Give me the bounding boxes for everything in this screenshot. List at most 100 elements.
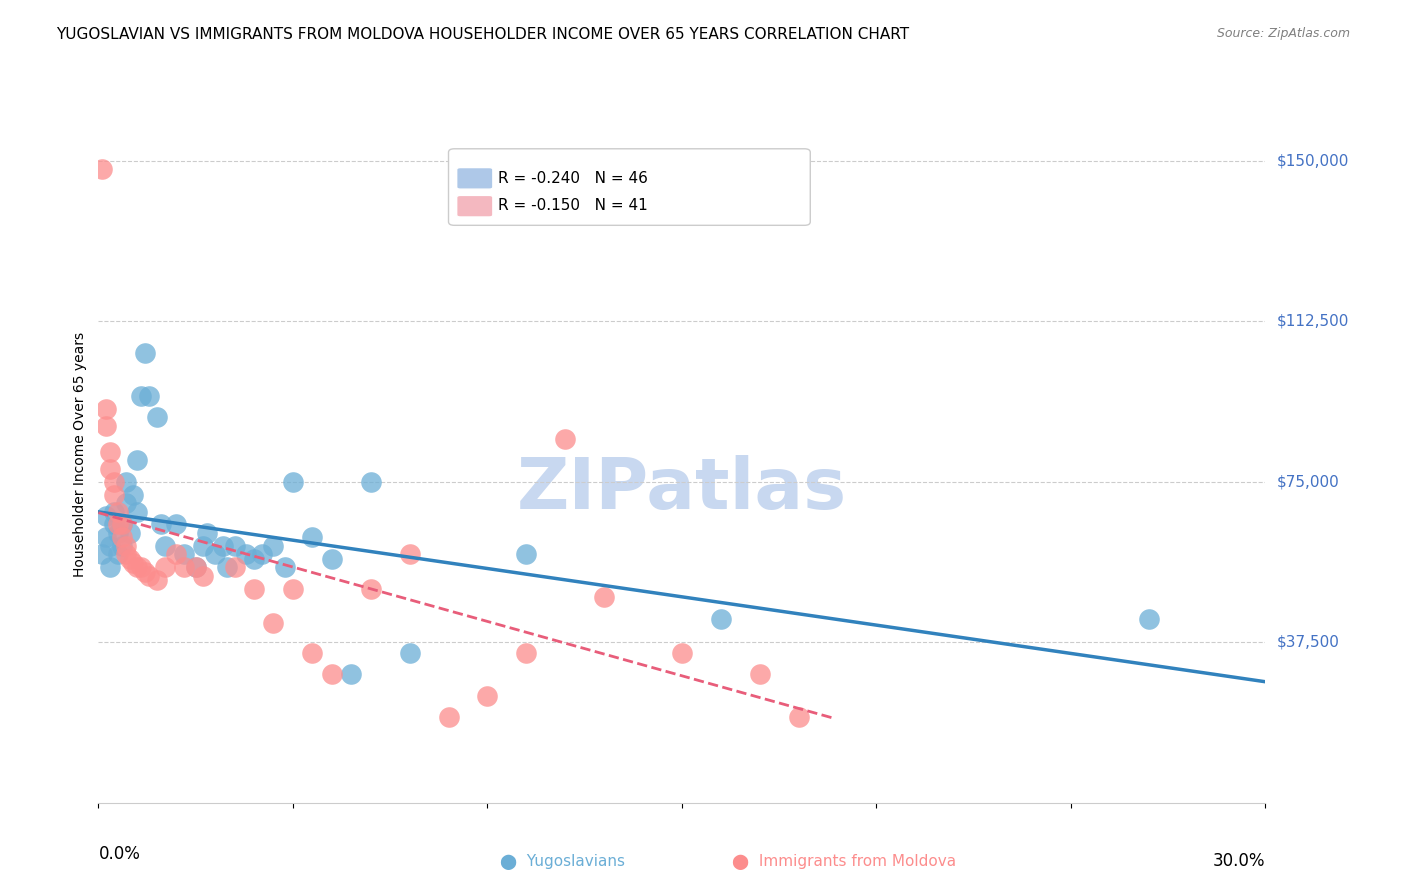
Point xyxy=(118,526,141,541)
Point xyxy=(107,526,129,541)
Point xyxy=(274,560,297,574)
Point xyxy=(96,401,118,416)
Point xyxy=(301,530,323,544)
Point xyxy=(398,646,420,660)
Point xyxy=(212,539,235,553)
FancyBboxPatch shape xyxy=(457,195,494,217)
Point xyxy=(129,560,152,574)
Point xyxy=(165,548,187,562)
FancyBboxPatch shape xyxy=(457,168,494,189)
Text: $150,000: $150,000 xyxy=(1277,153,1350,168)
Point xyxy=(193,569,215,583)
Point xyxy=(262,615,284,630)
Point xyxy=(103,487,125,501)
Text: $112,500: $112,500 xyxy=(1277,314,1350,328)
Point xyxy=(98,462,121,476)
Point xyxy=(103,505,125,519)
Point xyxy=(243,582,266,596)
Point xyxy=(149,517,172,532)
Point xyxy=(250,548,273,562)
Point xyxy=(98,539,121,553)
Text: Source: ZipAtlas.com: Source: ZipAtlas.com xyxy=(1216,27,1350,40)
Point xyxy=(103,517,125,532)
Point xyxy=(301,646,323,660)
Point xyxy=(360,475,382,489)
Point xyxy=(321,551,343,566)
Point xyxy=(184,560,207,574)
Point xyxy=(122,556,145,570)
Text: ⬤  Yugoslavians: ⬤ Yugoslavians xyxy=(501,854,624,870)
FancyBboxPatch shape xyxy=(449,149,810,226)
Point xyxy=(165,517,187,532)
Point xyxy=(215,560,238,574)
Point xyxy=(224,539,246,553)
Point xyxy=(173,548,195,562)
Point xyxy=(127,505,149,519)
Point xyxy=(91,162,114,177)
Point xyxy=(671,646,693,660)
Point xyxy=(184,560,207,574)
Point xyxy=(129,389,152,403)
Point xyxy=(787,710,810,724)
Point xyxy=(114,539,136,553)
Point xyxy=(398,548,420,562)
Point xyxy=(107,505,129,519)
Text: 30.0%: 30.0% xyxy=(1213,852,1265,870)
Point xyxy=(107,517,129,532)
Point xyxy=(114,475,136,489)
Point xyxy=(111,530,134,544)
Text: ZIPatlas: ZIPatlas xyxy=(517,455,846,524)
Point xyxy=(96,530,118,544)
Text: $37,500: $37,500 xyxy=(1277,635,1340,649)
Point xyxy=(554,432,576,446)
Point xyxy=(111,539,134,553)
Point xyxy=(1137,612,1160,626)
Text: R = -0.150   N = 41: R = -0.150 N = 41 xyxy=(498,198,647,213)
Point xyxy=(281,475,304,489)
Text: 0.0%: 0.0% xyxy=(98,845,141,863)
Point xyxy=(127,453,149,467)
Point xyxy=(134,565,156,579)
Point xyxy=(114,496,136,510)
Point xyxy=(710,612,733,626)
Point xyxy=(111,517,134,532)
Point xyxy=(127,560,149,574)
Point xyxy=(103,475,125,489)
Text: YUGOSLAVIAN VS IMMIGRANTS FROM MOLDOVA HOUSEHOLDER INCOME OVER 65 YEARS CORRELAT: YUGOSLAVIAN VS IMMIGRANTS FROM MOLDOVA H… xyxy=(56,27,910,42)
Point xyxy=(138,389,160,403)
Point xyxy=(122,487,145,501)
Point xyxy=(138,569,160,583)
Text: R = -0.240   N = 46: R = -0.240 N = 46 xyxy=(498,170,647,186)
Point xyxy=(173,560,195,574)
Point xyxy=(748,667,770,681)
Point xyxy=(111,517,134,532)
Point xyxy=(96,419,118,434)
Point xyxy=(593,591,616,605)
Y-axis label: Householder Income Over 65 years: Householder Income Over 65 years xyxy=(73,333,87,577)
Point xyxy=(437,710,460,724)
Point xyxy=(96,508,118,523)
Point xyxy=(134,346,156,360)
Point xyxy=(204,548,226,562)
Point xyxy=(153,560,176,574)
Point xyxy=(477,689,499,703)
Point xyxy=(195,526,218,541)
Point xyxy=(91,548,114,562)
Point xyxy=(515,548,537,562)
Point xyxy=(262,539,284,553)
Point xyxy=(340,667,363,681)
Point xyxy=(235,548,257,562)
Point xyxy=(107,548,129,562)
Text: $75,000: $75,000 xyxy=(1277,475,1340,489)
Point xyxy=(146,410,169,425)
Point xyxy=(224,560,246,574)
Point xyxy=(360,582,382,596)
Point xyxy=(281,582,304,596)
Point xyxy=(515,646,537,660)
Point xyxy=(193,539,215,553)
Point xyxy=(98,444,121,458)
Text: ⬤  Immigrants from Moldova: ⬤ Immigrants from Moldova xyxy=(731,854,956,870)
Point xyxy=(98,560,121,574)
Point xyxy=(146,573,169,587)
Point xyxy=(118,551,141,566)
